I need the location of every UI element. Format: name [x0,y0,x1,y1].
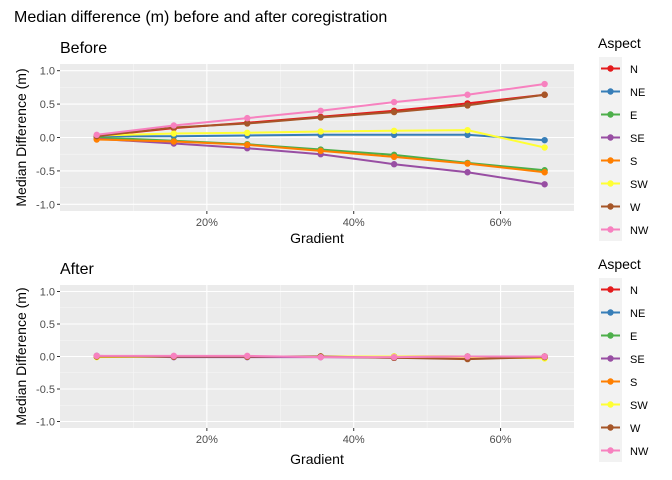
data-point-w [244,120,251,127]
panel-after: After -1.0 -0.5 0.0 0.5 1.0 20% 40% 60% Gradient M… [13,256,649,467]
x-tick-label: 60% [490,217,512,229]
y-tick-label: 0.0 [40,133,55,145]
data-point-se [464,169,471,176]
data-point-se [541,181,548,188]
data-point-nw [317,353,324,361]
data-point-nw [244,352,251,360]
data-point-nw [541,80,548,88]
data-point-nw [170,352,178,360]
legend-label-ne: NE [630,87,645,99]
legend: Aspect N NE E SE S SW W NW [598,35,649,241]
legend-point-s [607,157,614,164]
data-point-nw [93,352,100,360]
legend-label-se: SE [630,354,645,366]
legend-label-nw: NW [630,225,649,237]
data-point-ne [541,136,548,144]
y-tick-label: -0.5 [36,166,55,178]
legend-point-se [607,134,614,141]
data-point-w [390,108,398,116]
x-tick-label: 20% [196,434,218,446]
legend-point-se [607,355,614,362]
legend-label-sw: SW [630,179,648,191]
data-point-s [170,138,178,145]
data-point-nw [464,91,471,98]
data-point-nw [464,353,471,360]
legend-label-se: SE [630,133,645,145]
legend-label-sw: SW [630,400,648,412]
y-tick-label: 0.5 [40,99,55,111]
data-point-w [541,91,548,98]
data-point-sw [541,144,548,151]
data-point-sw [170,130,178,137]
legend-point-s [607,378,614,385]
data-point-nw [390,98,398,106]
data-point-s [244,141,251,149]
data-point-s [317,147,324,155]
legend-point-sw [607,401,614,408]
y-tick-label: 0.5 [40,319,55,331]
legend-point-ne [607,309,614,316]
y-tick-label: 1.0 [40,66,55,78]
data-point-nw [93,131,100,139]
legend-point-sw [607,180,614,187]
y-tick-label: -1.0 [36,199,55,211]
data-point-s [464,160,471,167]
data-point-w [317,114,324,121]
x-tick-label: 20% [196,217,218,229]
legend-point-w [607,424,614,431]
panel-title: After [60,261,94,278]
y-tick-label: 0.0 [40,352,55,364]
x-axis-label: Gradient [290,451,344,467]
figure-title: Median difference (m) before and after c… [14,9,387,26]
legend-label-w: W [630,202,641,214]
panel-before: Before -1.0 -0.5 0.0 0.5 1.0 20% 40% 60% Gradient… [13,35,649,246]
y-axis-label: Median Difference (m) [13,68,29,206]
legend-label-s: S [630,377,637,389]
legend-point-e [607,111,614,118]
data-point-s [390,153,398,161]
data-point-nw [170,122,178,129]
data-point-ne [464,131,471,139]
legend-point-e [607,332,614,339]
data-point-s [541,169,548,176]
data-point-nw [541,353,548,360]
legend-point-n [607,286,614,293]
legend-label-nw: NW [630,446,649,458]
legend-label-e: E [630,110,637,122]
x-axis-label: Gradient [290,230,344,246]
x-tick-label: 40% [343,217,365,229]
legend-label-ne: NE [630,308,645,320]
legend-title: Aspect [598,35,641,51]
legend-point-ne [607,88,614,95]
data-point-w [464,102,471,109]
data-point-nw [244,114,251,122]
x-tick-label: 40% [343,434,365,446]
data-point-sw [244,129,251,137]
x-tick-label: 60% [490,434,512,446]
panel-title: Before [60,40,107,57]
data-point-nw [390,353,398,361]
y-tick-label: 1.0 [40,287,55,299]
data-point-se [390,161,398,168]
legend-label-n: N [630,64,638,76]
legend-title: Aspect [598,256,641,272]
legend-label-n: N [630,285,638,297]
y-axis-label: Median Difference (m) [13,287,29,425]
data-point-nw [317,107,324,114]
legend: Aspect N NE E SE S SW W NW [598,256,649,462]
data-point-sw [464,126,471,134]
data-point-sw [390,127,398,135]
legend-point-n [607,65,614,72]
legend-label-s: S [630,156,637,168]
y-tick-label: -0.5 [36,384,55,396]
legend-point-nw [607,447,614,454]
legend-label-e: E [630,331,637,343]
legend-label-w: W [630,423,641,435]
data-point-sw [317,128,324,135]
legend-point-w [607,203,614,210]
y-tick-label: -1.0 [36,417,55,429]
legend-point-nw [607,226,614,233]
